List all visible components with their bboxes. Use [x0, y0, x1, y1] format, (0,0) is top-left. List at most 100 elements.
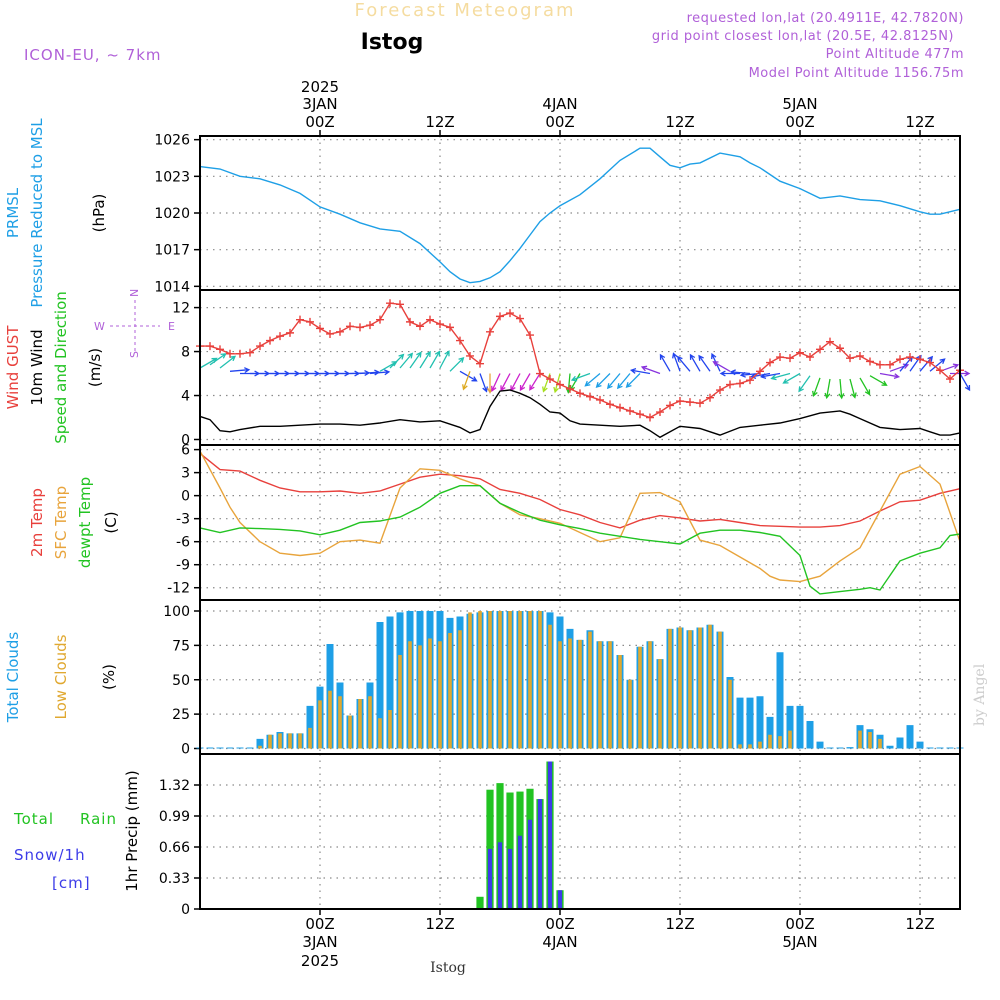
wind-gust-marker-8: [276, 332, 284, 341]
wind-arrow-19: [389, 353, 405, 369]
snow-bar-9: [557, 890, 563, 909]
wind-ytick-label-3: 12: [172, 301, 190, 317]
low-cloud-bar-43: [628, 679, 632, 749]
bottom-time-label-5-0: 12Z: [905, 915, 934, 933]
clouds-ytick-label-1: 25: [172, 707, 190, 723]
wind-arrow-23: [429, 350, 441, 369]
low-cloud-bar-68: [878, 738, 882, 749]
total-cloud-bar-6: [256, 738, 264, 749]
low-cloud-bar-42: [618, 655, 622, 749]
wind-arrow-32: [510, 373, 521, 392]
wind-arrow-31: [500, 373, 511, 392]
wind-gust-marker-59: [786, 354, 794, 363]
wind-gust-marker-39: [586, 392, 594, 401]
wind-ytick-label-0: 0: [181, 433, 190, 449]
temp-label-1: SFC Temp: [52, 486, 70, 559]
wind-gust-marker-60: [796, 348, 804, 357]
wind-gust-marker-44: [636, 410, 644, 419]
low-cloud-bar-29: [488, 611, 492, 749]
wind-arrow-44: [625, 373, 641, 388]
wind-gust-marker-49: [686, 398, 694, 407]
wind-gust-marker-30: [496, 312, 504, 321]
temp-ytick-label-3: -3: [176, 512, 190, 528]
low-cloud-bar-6: [258, 745, 262, 749]
wind-gust-marker-67: [866, 357, 874, 366]
wind-gust-marker-42: [616, 403, 624, 412]
wind-gust-marker-5: [246, 348, 254, 357]
low-cloud-bar-8: [278, 733, 282, 749]
total-cloud-bar-59: [786, 705, 794, 749]
top-time-label-0-1: 3JAN: [302, 95, 337, 113]
wind-gust-marker-56: [756, 367, 764, 376]
low-cloud-bar-56: [758, 741, 762, 749]
top-time-label-5-2: 12Z: [905, 113, 934, 131]
wind-gust-marker-2: [216, 345, 224, 354]
wind-series-1: [199, 389, 961, 439]
clouds-ytick-label-4: 100: [163, 604, 190, 620]
wind-arrow-51: [698, 354, 711, 372]
precip-axis-title: 1hr Precip (mm): [123, 770, 141, 891]
wind-arrow-67: [869, 375, 888, 386]
precip-label-1: Rain: [80, 810, 117, 828]
total-cloud-bar-61: [806, 721, 814, 749]
wind-gust-marker-69: [886, 360, 894, 369]
low-cloud-bar-67: [868, 732, 872, 749]
wind-arrow-17: [369, 369, 391, 376]
bottom-time-label-0-1: 3JAN: [302, 933, 337, 951]
top-time-label-3-2: 12Z: [665, 113, 694, 131]
low-cloud-bar-32: [518, 611, 522, 749]
wind-gust-marker-19: [386, 299, 394, 308]
wind-gust-marker-74: [936, 366, 944, 375]
total-cloud-bar-60: [796, 705, 804, 749]
low-cloud-bar-16: [358, 699, 362, 749]
low-cloud-bar-57: [768, 734, 772, 749]
top-time-label-1-2: 12Z: [425, 113, 454, 131]
temp-series-0: [199, 452, 961, 529]
pressure-series-0: [199, 147, 961, 284]
total-cloud-bar-18: [376, 622, 384, 749]
low-cloud-bar-12: [318, 700, 322, 749]
gridpoint-coords: grid point closest lon,lat (20.5E, 42.81…: [652, 29, 954, 44]
pressure-frame: [199, 135, 961, 291]
wind-gust-marker-32: [516, 314, 524, 323]
low-cloud-bar-35: [548, 624, 552, 749]
wind-arrow-24: [439, 350, 450, 369]
wind-gust-marker-11: [306, 317, 314, 326]
wind-gust-marker-23: [426, 315, 434, 324]
bottom-time-label-3-0: 12Z: [665, 915, 694, 933]
snow-bar-3: [497, 842, 503, 909]
wind-gust-marker-27: [466, 351, 474, 360]
clouds-label-1: Low Clouds: [52, 634, 70, 719]
wind-arrow-49: [676, 355, 691, 372]
bottom-time-label-0-0: 00Z: [305, 915, 334, 933]
point-altitude: Point Altitude 477m: [826, 47, 964, 62]
snow-bar-7: [537, 799, 543, 909]
low-cloud-bar-59: [788, 730, 792, 749]
wind-gust-marker-1: [206, 342, 214, 351]
wind-arrow-76: [959, 373, 971, 392]
clouds-label-0: Total Clouds: [4, 632, 22, 724]
wind-arrow-38: [569, 373, 581, 392]
total-cloud-bar-64: [836, 747, 844, 749]
wind-arrow-60: [782, 372, 801, 384]
wind-gust-marker-52: [716, 386, 724, 395]
low-cloud-bar-47: [668, 628, 672, 749]
low-cloud-bar-39: [588, 631, 592, 749]
low-cloud-bar-15: [348, 715, 352, 749]
wind-arrow-35: [542, 373, 551, 393]
wind-arrow-62: [812, 377, 821, 398]
total-cloud-bar-2: [216, 747, 224, 749]
snow-bar-2: [487, 848, 493, 909]
wind-label-2: Speed and Direction: [52, 291, 70, 444]
low-cloud-bar-13: [328, 690, 332, 749]
wind-arrow-27: [462, 371, 471, 391]
low-cloud-bar-9: [288, 733, 292, 749]
pressure-ytick-label-4: 1026: [154, 133, 190, 149]
low-cloud-bar-11: [308, 727, 312, 749]
temp-panel: 6 3 0 -3 -6 -9 -12: [167, 443, 961, 600]
pressure-label-1: Pressure Reduced to MSL: [28, 118, 46, 308]
total-cloud-bar-62: [816, 741, 824, 749]
top-time-label-0-2: 00Z: [305, 113, 334, 131]
pressure-ytick-label-3: 1023: [154, 169, 190, 185]
